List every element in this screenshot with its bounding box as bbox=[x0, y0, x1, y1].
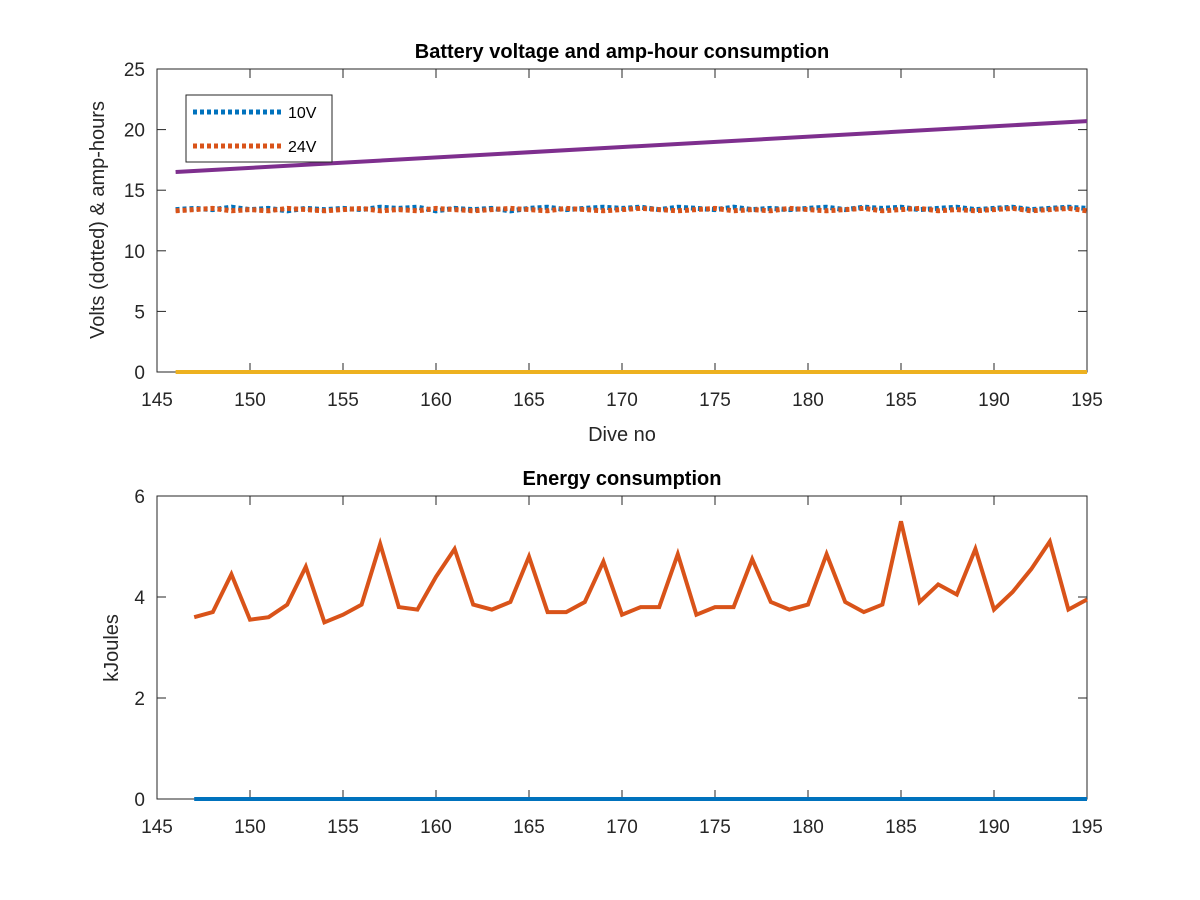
legend-box bbox=[185, 94, 333, 163]
energy-y-tick-label: 6 bbox=[134, 487, 145, 508]
energy-x-tick-label: 160 bbox=[420, 817, 452, 838]
energy-x-tick-label: 145 bbox=[141, 817, 173, 838]
voltage-y-tick-label: 20 bbox=[124, 121, 145, 142]
energy-chart-title: Energy consumption bbox=[523, 468, 722, 490]
energy-series-group bbox=[193, 520, 1088, 801]
voltage-x-tick-label: 165 bbox=[513, 390, 545, 411]
voltage-x-tick-label: 190 bbox=[978, 390, 1010, 411]
voltage-chart: Battery voltage and amp-hour consumption… bbox=[87, 41, 1103, 446]
energy-y-tick-label: 2 bbox=[134, 689, 145, 710]
voltage-x-tick-label: 175 bbox=[699, 390, 731, 411]
voltage-series-24v bbox=[175, 205, 1088, 214]
voltage-x-tick-label: 150 bbox=[234, 390, 266, 411]
energy-x-tick-label: 195 bbox=[1071, 817, 1103, 838]
voltage-series-group bbox=[175, 119, 1088, 374]
energy-y-tick-label: 4 bbox=[134, 588, 145, 609]
voltage-y-tick-label: 0 bbox=[134, 363, 145, 384]
energy-y-axis-label: kJoules bbox=[101, 614, 123, 682]
energy-plot-frame bbox=[156, 495, 1088, 800]
energy-axis-ticks: 145 150 155 160 165 170 175 180 185 190 195 0 2 4 6 bbox=[134, 487, 1102, 838]
energy-x-tick-label: 155 bbox=[327, 817, 359, 838]
voltage-x-tick-label: 195 bbox=[1071, 390, 1103, 411]
voltage-y-tick-label: 5 bbox=[134, 302, 145, 323]
voltage-x-axis-label: Dive no bbox=[588, 424, 656, 446]
voltage-y-tick-label: 15 bbox=[124, 181, 145, 202]
voltage-legend: 10V 24V bbox=[185, 94, 333, 163]
voltage-x-tick-label: 180 bbox=[792, 390, 824, 411]
voltage-x-tick-label: 160 bbox=[420, 390, 452, 411]
legend-label-24v: 24V bbox=[288, 139, 317, 156]
voltage-x-tick-label: 170 bbox=[606, 390, 638, 411]
energy-x-tick-label: 190 bbox=[978, 817, 1010, 838]
voltage-series-line-2 bbox=[175, 119, 1088, 174]
legend-label-10v: 10V bbox=[288, 105, 317, 122]
voltage-y-tick-label: 10 bbox=[124, 242, 145, 263]
voltage-x-tick-label: 185 bbox=[885, 390, 917, 411]
energy-x-tick-label: 150 bbox=[234, 817, 266, 838]
energy-x-tick-label: 165 bbox=[513, 817, 545, 838]
energy-x-tick-label: 175 bbox=[699, 817, 731, 838]
voltage-axis-ticks: 145 150 155 160 165 170 175 180 185 190 195 0 5 10 15 2… bbox=[124, 60, 1103, 411]
energy-x-tick-label: 170 bbox=[606, 817, 638, 838]
voltage-x-tick-label: 155 bbox=[327, 390, 359, 411]
voltage-chart-title: Battery voltage and amp-hour consumption bbox=[415, 41, 829, 63]
voltage-y-tick-label: 25 bbox=[124, 60, 145, 81]
energy-x-tick-label: 180 bbox=[792, 817, 824, 838]
voltage-y-axis-label: Volts (dotted) & amp-hours bbox=[87, 101, 109, 339]
voltage-x-tick-label: 145 bbox=[141, 390, 173, 411]
energy-y-tick-label: 0 bbox=[134, 790, 145, 811]
energy-chart: Energy consumption kJoules 145 150 155 160 1… bbox=[101, 468, 1103, 838]
energy-series-line-0 bbox=[193, 520, 1088, 625]
energy-x-tick-label: 185 bbox=[885, 817, 917, 838]
